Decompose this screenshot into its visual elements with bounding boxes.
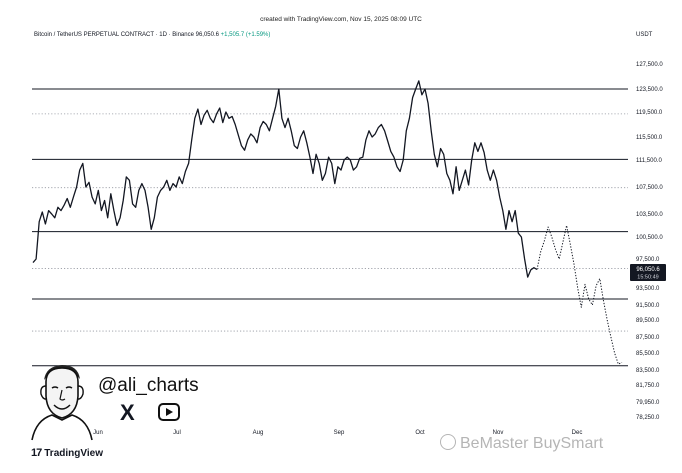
x-tick-label-2: Aug [253,430,264,436]
y-tick-label-0: 127,500.0 [636,62,663,68]
last-price: 96,050.6 [195,32,219,38]
x-tick-label-6: Dec [572,430,583,436]
y-tick-label-5: 107,500.0 [636,185,663,191]
price-line[interactable] [32,80,538,278]
watermark-logo-icon [440,434,456,450]
avatar-left-ear [40,385,48,400]
y-tick-label-8: 97,500.0 [636,257,660,263]
price-change: +1,505.7 (+1.59%) [220,32,271,38]
symbol-name[interactable]: Bitcoin / TetherUS PERPETUAL CONTRACT · … [34,32,194,38]
avatar-face [45,367,79,419]
avatar-left-eye [51,386,59,389]
tradingview-logo-text: TradingView [44,448,103,459]
price-badge-value: 96,050.6 [636,267,660,273]
y-tick-label-7: 100,500.0 [636,235,663,241]
y-tick-label-15: 81,750.0 [636,383,660,389]
y-tick-label-16: 79,950.0 [636,400,660,406]
watermark: BeMaster BuySmart [440,434,603,453]
avatar-right-eye [65,386,73,389]
currency-label: USDT [636,32,653,38]
tradingview-logo-icon: 17 [31,447,42,459]
author-handle[interactable]: @ali_charts [98,375,199,396]
x-tick-label-0: Jun [93,430,103,436]
y-tick-label-9: 93,500.0 [636,286,660,292]
symbol-info-bar: Bitcoin / TetherUS PERPETUAL CONTRACT · … [34,32,270,38]
y-tick-label-17: 78,250.0 [636,415,660,421]
watermark-text: BeMaster BuySmart [460,435,604,452]
y-tick-label-4: 111,500.0 [636,158,662,164]
tradingview-logo: 17 TradingView [31,447,103,459]
y-tick-label-1: 123,500.0 [636,87,663,93]
avatar [31,365,93,441]
avatar-mouth [53,404,71,410]
y-tick-label-12: 87,500.0 [636,335,660,341]
x-tick-label-5: Nov [493,430,504,436]
price-series [32,80,623,365]
youtube-play-icon[interactable] [158,403,180,421]
y-tick-label-10: 91,500.0 [636,303,660,309]
avatar-right-ear [76,385,84,400]
y-tick-label-3: 115,500.0 [636,135,663,141]
x-axis-ticks: Jun Jul Aug Sep Oct Nov Dec [93,430,582,436]
horizontal-levels [32,88,628,367]
price-badge: 96,050.6 15:50:49 [630,264,666,281]
avatar-shoulders [31,414,93,441]
x-tick-label-4: Oct [415,430,425,436]
created-with-caption: created with TradingView.com, Nov 15, 20… [260,16,422,23]
price-badge-bg [630,264,666,281]
y-axis-ticks: 127,500.0 123,500.0 119,500.0 115,500.0 111,… [636,62,663,421]
x-tick-label-3: Sep [334,430,345,436]
x-tick-label-1: Jul [173,430,181,436]
y-tick-label-11: 89,500.0 [636,318,660,324]
price-badge-countdown: 15:50:49 [637,275,658,281]
x-icon[interactable]: X [120,400,135,425]
projection-line[interactable] [536,225,623,365]
y-tick-label-14: 83,500.0 [636,368,660,374]
y-tick-label-13: 85,500.0 [636,351,660,357]
y-tick-label-6: 103,500.0 [636,212,663,218]
avatar-nose [59,389,66,401]
y-tick-label-2: 119,500.0 [636,110,663,116]
